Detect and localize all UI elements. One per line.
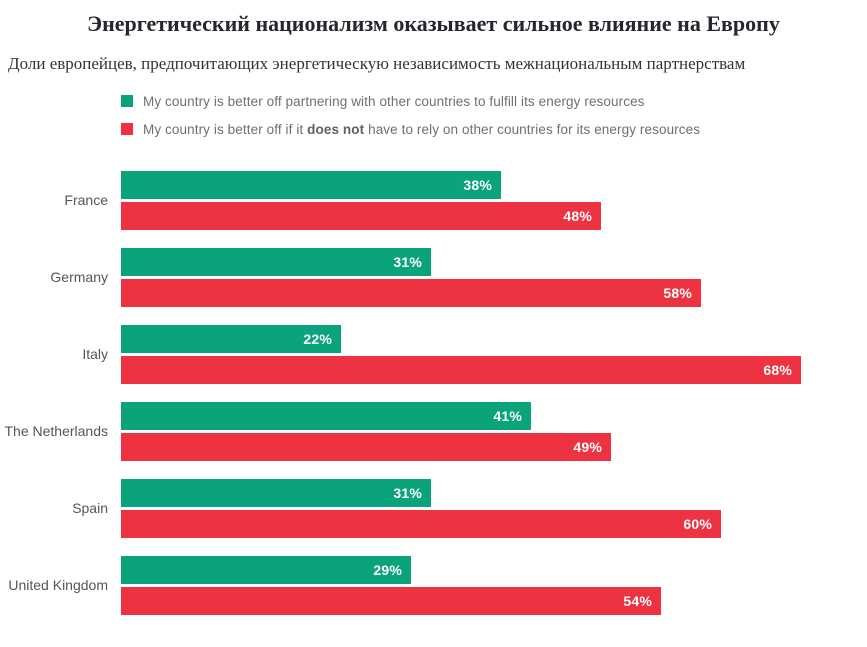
independence-bar: 60% xyxy=(121,509,721,538)
bar-value-label: 48% xyxy=(563,207,592,224)
bar-value-label: 31% xyxy=(393,253,422,270)
bar-group-spain: Spain 31% 60% xyxy=(0,478,867,538)
partnering-bar: 38% xyxy=(121,170,501,199)
partnering-bar: 31% xyxy=(121,247,431,276)
bar-group-france: France 38% 48% xyxy=(0,170,867,230)
partnering-bar: 31% xyxy=(121,478,431,507)
bar-pair: 22% 68% xyxy=(121,324,801,384)
partnering-bar: 41% xyxy=(121,401,531,430)
legend-label: My country is better off partnering with… xyxy=(143,93,645,109)
bar-group-the-netherlands: The Netherlands 41% 49% xyxy=(0,401,867,461)
bar-pair: 31% 60% xyxy=(121,478,721,538)
chart-subtitle: Доли европейцев, предпочитающих энергети… xyxy=(8,53,746,73)
bar-pair: 31% 58% xyxy=(121,247,701,307)
bar-pair: 29% 54% xyxy=(121,555,661,615)
bar-value-label: 58% xyxy=(663,284,692,301)
category-label: Spain xyxy=(72,500,108,517)
bar-value-label: 68% xyxy=(763,361,792,378)
bar-group-germany: Germany 31% 58% xyxy=(0,247,867,307)
bar-value-label: 60% xyxy=(683,515,712,532)
bar-group-united-kingdom: United Kingdom 29% 54% xyxy=(0,555,867,615)
legend-item: My country is better off if it does not … xyxy=(121,122,867,137)
bar-pair: 41% 49% xyxy=(121,401,611,461)
bar-value-label: 29% xyxy=(373,561,402,578)
independence-bar: 49% xyxy=(121,432,611,461)
legend-swatch-icon xyxy=(121,123,133,136)
independence-bar: 54% xyxy=(121,586,661,615)
legend-label: My country is better off if it does not … xyxy=(143,121,701,137)
legend-swatch-icon xyxy=(121,95,133,108)
legend-item: My country is better off partnering with… xyxy=(121,94,867,109)
independence-bar: 48% xyxy=(121,201,601,230)
independence-bar: 58% xyxy=(121,278,701,307)
category-label: Italy xyxy=(82,346,108,363)
page-title: Энергетический национализм оказывает сил… xyxy=(87,11,780,36)
bar-value-label: 54% xyxy=(623,592,652,609)
category-label: United Kingdom xyxy=(8,577,108,594)
legend: My country is better off partnering with… xyxy=(121,94,867,137)
category-label: The Netherlands xyxy=(4,423,108,440)
category-label: Germany xyxy=(50,269,108,286)
bar-value-label: 41% xyxy=(493,407,522,424)
category-label: France xyxy=(64,192,108,209)
bar-pair: 38% 48% xyxy=(121,170,601,230)
bar-chart: France 38% 48% Germany 31% 58% Italy 22% 68% The … xyxy=(0,170,867,615)
bar-group-italy: Italy 22% 68% xyxy=(0,324,867,384)
bar-value-label: 49% xyxy=(573,438,602,455)
bar-value-label: 22% xyxy=(303,330,332,347)
independence-bar: 68% xyxy=(121,355,801,384)
bar-value-label: 31% xyxy=(393,484,422,501)
partnering-bar: 29% xyxy=(121,555,411,584)
partnering-bar: 22% xyxy=(121,324,341,353)
bar-value-label: 38% xyxy=(463,176,492,193)
